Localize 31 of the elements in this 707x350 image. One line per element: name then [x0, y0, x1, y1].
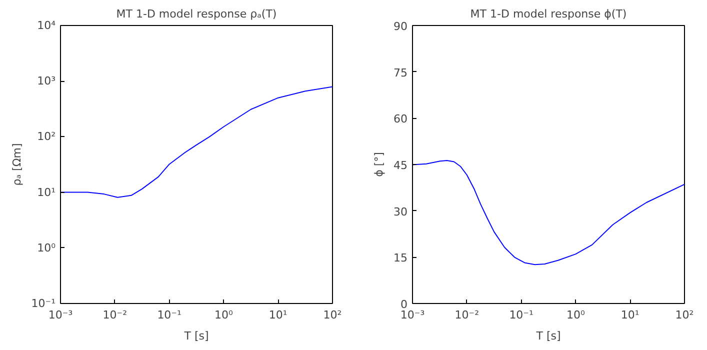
x-tick-label: 10⁰ [566, 308, 586, 322]
x-axis-title: T [s] [535, 330, 561, 342]
x-axis-title: T [s] [183, 330, 209, 342]
y-axis-title: ϕ [°] [372, 152, 386, 177]
x-tick-label: 10⁰ [214, 308, 234, 322]
y-tick-label: 10⁴ [37, 19, 56, 32]
y-tick-label: 0 [400, 298, 408, 311]
x-tick-label: 10² [675, 308, 694, 322]
x-tick-label: 10¹ [268, 308, 288, 322]
y-tick-label: 10² [37, 130, 56, 144]
y-tick-label: 10¹ [37, 186, 56, 199]
x-tick-label: 10⁻² [102, 308, 128, 322]
y-tick-label: 75 [394, 66, 408, 80]
y-tick-label: 60 [394, 112, 408, 126]
y-tick-label: 10⁰ [37, 241, 56, 254]
x-tick-label: 10⁻¹ [509, 308, 534, 322]
y-tick-label: 10⁻¹ [31, 297, 56, 310]
x-tick-label: 10⁻¹ [157, 308, 182, 322]
y-axis-title: ρₐ [Ωm] [10, 143, 24, 186]
y-tick-label: 30 [394, 205, 408, 218]
chart-title: MT 1-D model response ϕ(T) [470, 8, 627, 20]
y-tick-label: 90 [394, 20, 408, 33]
x-tick-label: 10² [323, 308, 342, 322]
y-tick-label: 10³ [37, 74, 56, 88]
y-tick-label: 45 [394, 159, 408, 172]
y-tick-label: 15 [394, 252, 408, 265]
x-tick-label: 10⁻² [454, 308, 480, 322]
x-tick-label: 10¹ [620, 308, 640, 322]
x-tick-label: 10⁻³ [48, 308, 73, 322]
chart-title: MT 1-D model response ρₐ(T) [116, 8, 277, 20]
x-tick-label: 10⁻³ [400, 308, 425, 322]
